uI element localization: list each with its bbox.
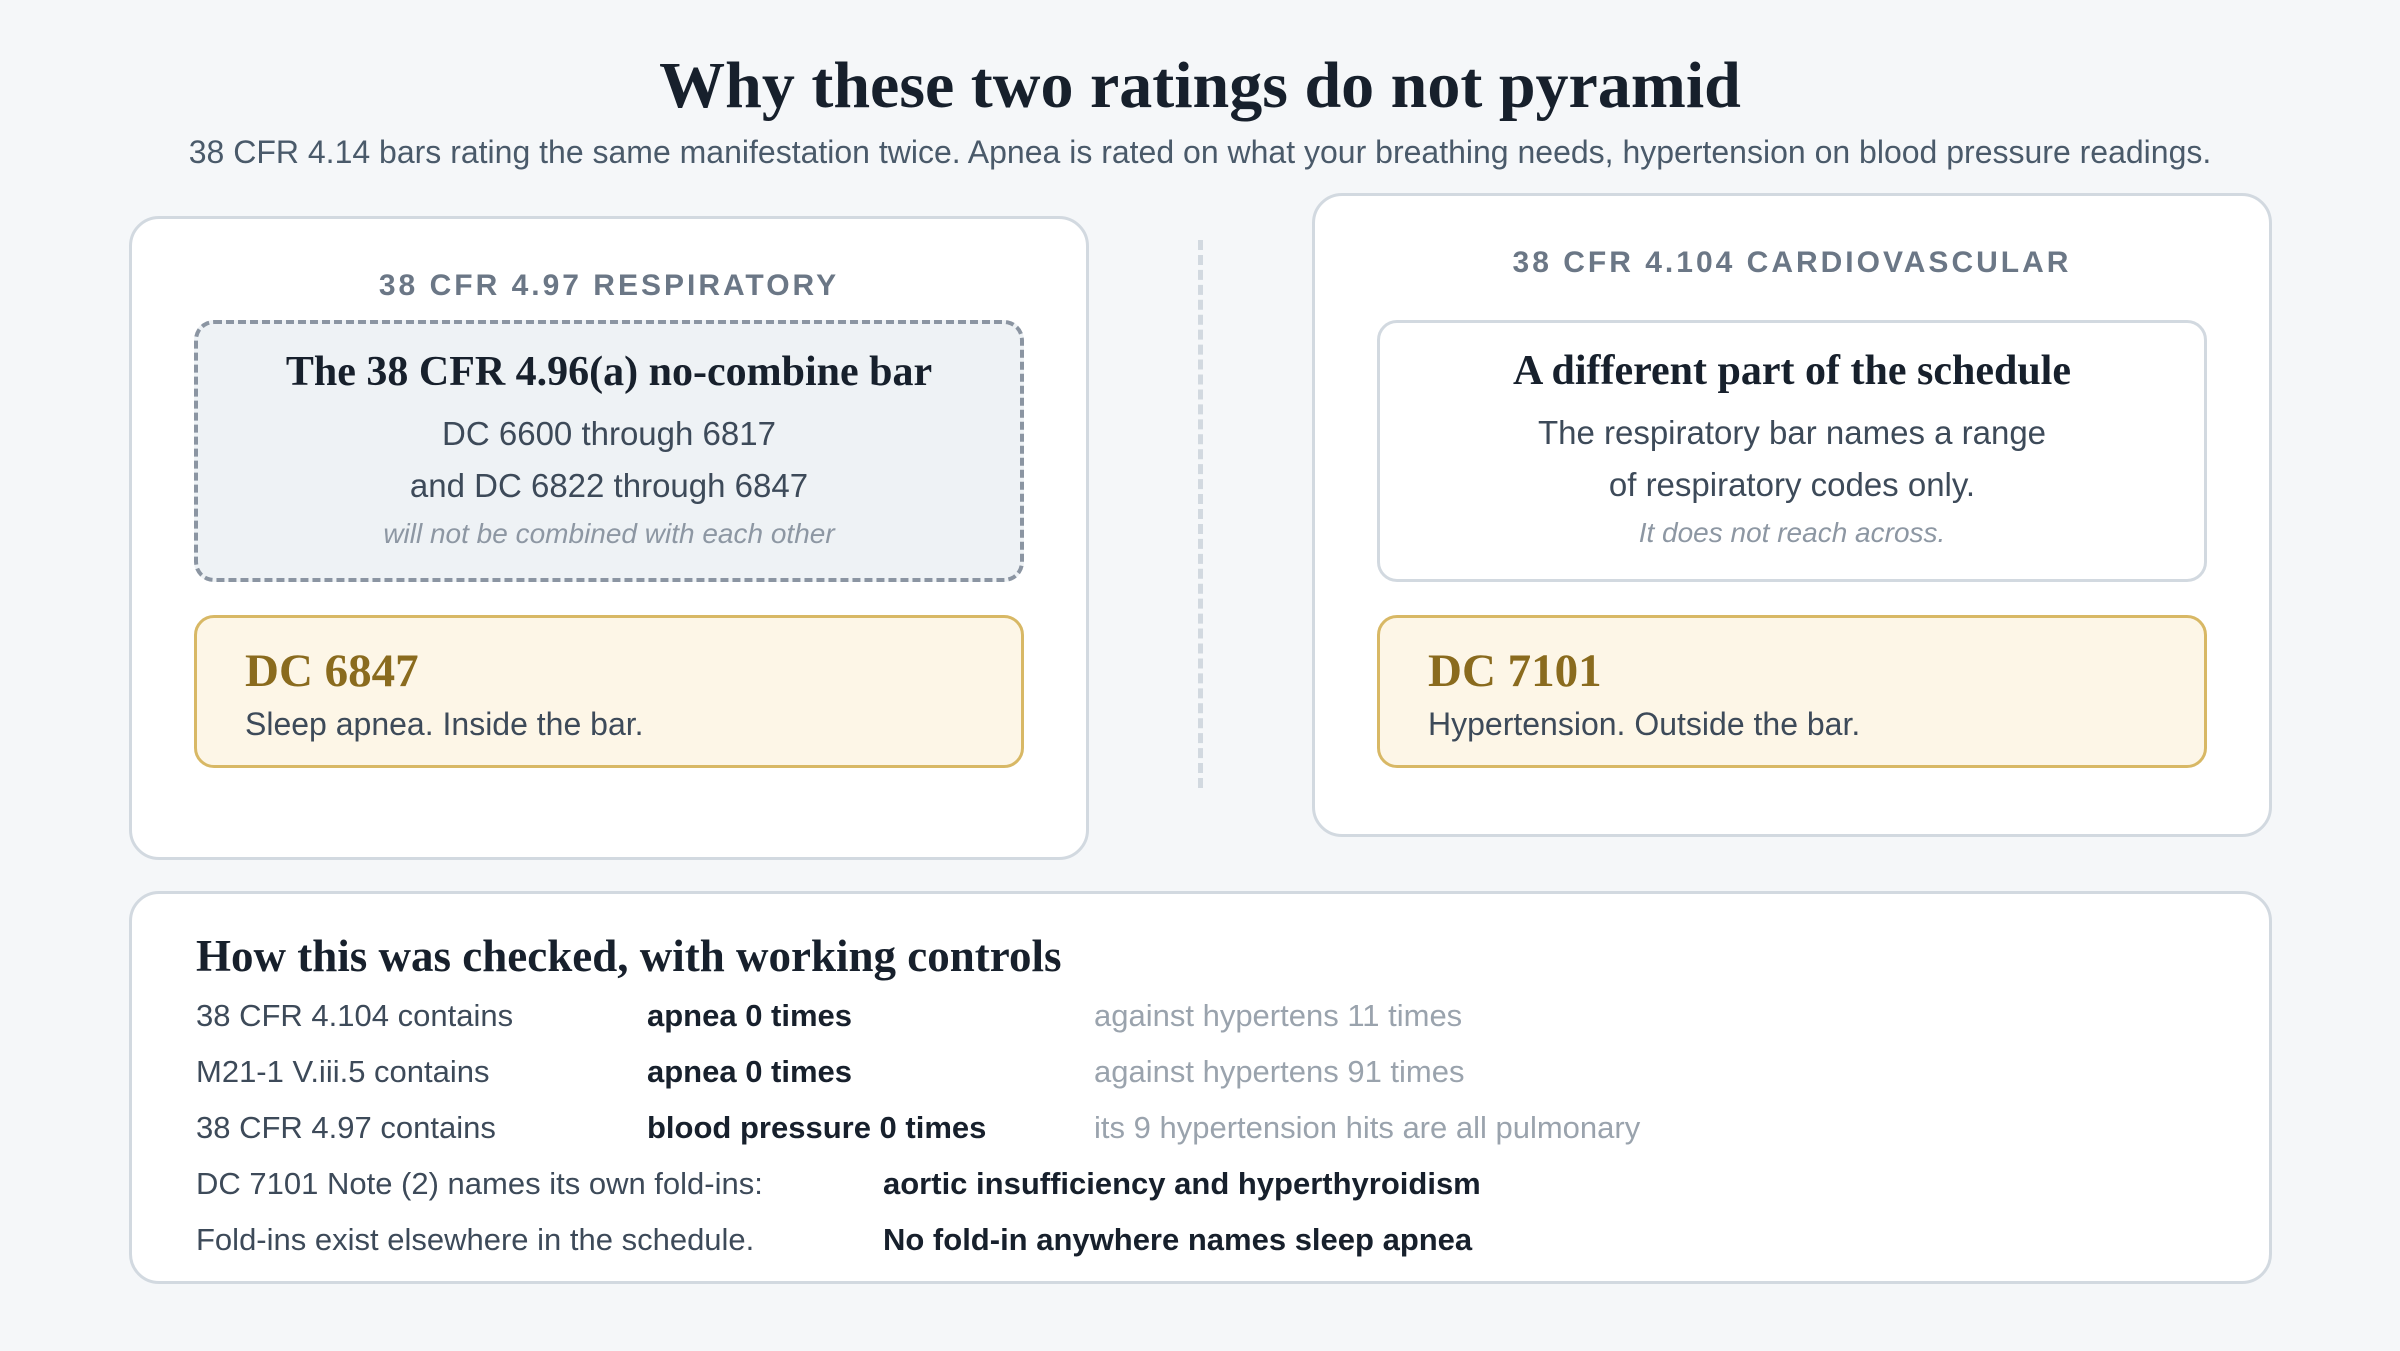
box-note: will not be combined with each other bbox=[383, 518, 835, 549]
check-control: against hypertens 11 times bbox=[1094, 998, 1463, 1033]
check-source: Fold-ins exist elsewhere in the schedule… bbox=[196, 1222, 755, 1257]
box-line: DC 6600 through 6817 bbox=[442, 415, 776, 452]
cardiovascular-card: 38 CFR 4.104 CARDIOVASCULAR A different … bbox=[1312, 193, 2272, 837]
schedule-box: A different part of the schedule The res… bbox=[1377, 320, 2207, 582]
check-result: apnea 0 times bbox=[647, 1054, 853, 1089]
code-title: DC 7101 bbox=[1428, 645, 1602, 697]
checks-title: How this was checked, with working contr… bbox=[196, 931, 1062, 981]
check-result: blood pressure 0 times bbox=[647, 1110, 987, 1145]
page-title: Why these two ratings do not pyramid bbox=[659, 49, 1741, 122]
card-label: 38 CFR 4.97 RESPIRATORY bbox=[378, 269, 840, 302]
code-box: DC 7101 Hypertension. Outside the bar. bbox=[1377, 615, 2207, 768]
check-result: aortic insufficiency and hyperthyroidism bbox=[883, 1166, 1481, 1201]
checks-card: How this was checked, with working contr… bbox=[129, 891, 2272, 1284]
box-title: A different part of the schedule bbox=[1513, 348, 2071, 394]
code-description: Hypertension. Outside the bar. bbox=[1428, 706, 1861, 742]
check-result: No fold-in anywhere names sleep apnea bbox=[883, 1222, 1473, 1257]
bar-box: The 38 CFR 4.96(a) no-combine bar DC 660… bbox=[194, 320, 1024, 582]
check-control: against hypertens 91 times bbox=[1094, 1054, 1465, 1089]
box-line: The respiratory bar names a range bbox=[1537, 414, 2047, 451]
check-control: its 9 hypertension hits are all pulmonar… bbox=[1094, 1110, 1641, 1145]
code-description: Sleep apnea. Inside the bar. bbox=[245, 706, 644, 742]
check-source: 38 CFR 4.97 contains bbox=[196, 1110, 496, 1145]
box-title: The 38 CFR 4.96(a) no-combine bar bbox=[285, 349, 933, 395]
check-result: apnea 0 times bbox=[647, 998, 853, 1033]
subtitle: 38 CFR 4.14 bars rating the same manifes… bbox=[188, 134, 2212, 170]
check-source: DC 7101 Note (2) names its own fold-ins: bbox=[196, 1166, 763, 1201]
check-source: 38 CFR 4.104 contains bbox=[196, 998, 514, 1033]
code-box: DC 6847 Sleep apnea. Inside the bar. bbox=[194, 615, 1024, 768]
check-source: M21-1 V.iii.5 contains bbox=[196, 1054, 490, 1089]
respiratory-card: 38 CFR 4.97 RESPIRATORY The 38 CFR 4.96(… bbox=[129, 216, 1089, 860]
box-line: of respiratory codes only. bbox=[1608, 466, 1976, 503]
code-title: DC 6847 bbox=[245, 645, 419, 697]
divider bbox=[1198, 240, 1203, 788]
box-line: and DC 6822 through 6847 bbox=[409, 467, 809, 504]
box-note: It does not reach across. bbox=[1638, 517, 1946, 548]
card-label: 38 CFR 4.104 CARDIOVASCULAR bbox=[1512, 246, 2072, 279]
